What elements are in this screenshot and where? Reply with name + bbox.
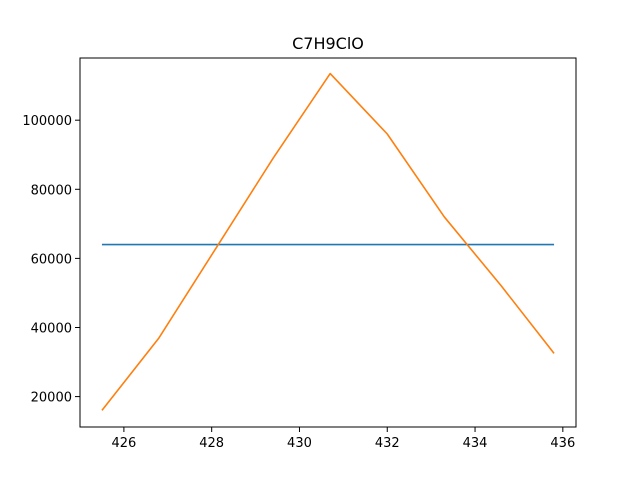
chart-title: C7H9ClO bbox=[292, 34, 364, 53]
x-tick-label: 426 bbox=[111, 436, 136, 451]
x-tick-label: 430 bbox=[287, 436, 312, 451]
axes-frame bbox=[80, 58, 576, 427]
y-tick-label: 100000 bbox=[22, 114, 72, 129]
y-tick-label: 40000 bbox=[31, 321, 72, 336]
x-tick-label: 428 bbox=[199, 436, 224, 451]
y-tick-label: 80000 bbox=[31, 183, 72, 198]
plot-area bbox=[102, 74, 554, 411]
y-axis: 20000 40000 60000 80000 100000 bbox=[22, 114, 80, 405]
y-tick-label: 20000 bbox=[31, 391, 72, 406]
x-tick-label: 432 bbox=[375, 436, 400, 451]
x-axis: 426 428 430 432 434 436 bbox=[111, 427, 575, 451]
y-tick-label: 60000 bbox=[31, 252, 72, 267]
x-tick-label: 436 bbox=[550, 436, 575, 451]
series-line-2 bbox=[102, 74, 554, 411]
x-tick-label: 434 bbox=[463, 436, 488, 451]
